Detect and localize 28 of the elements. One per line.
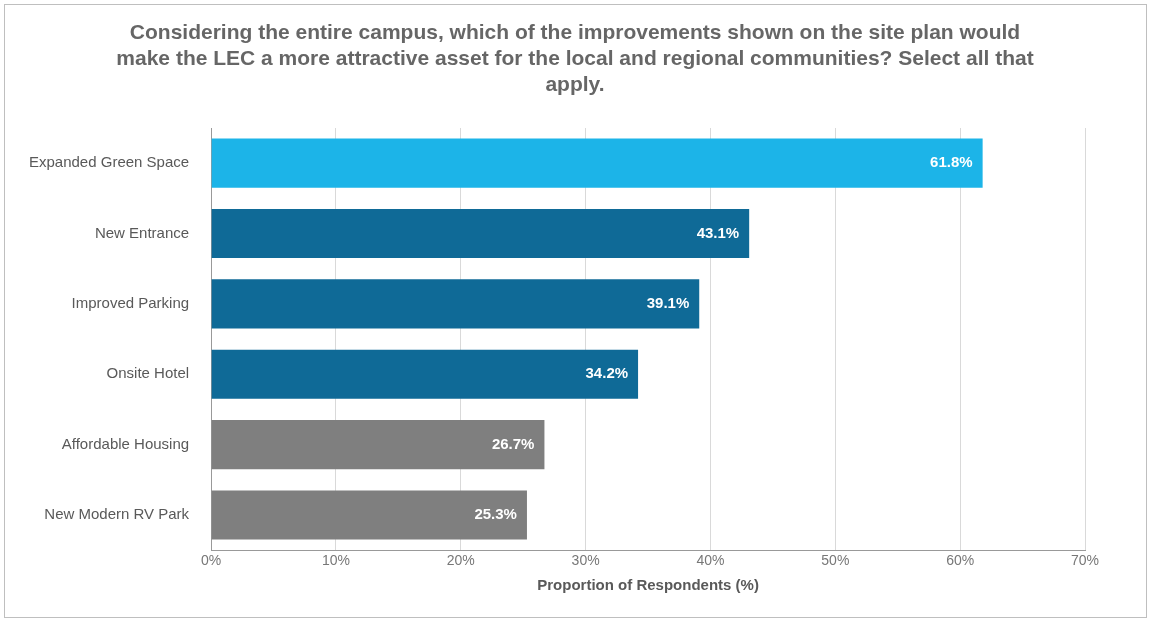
x-tick-label: 50% <box>821 552 850 569</box>
bar <box>211 349 639 399</box>
bar <box>211 279 700 329</box>
y-tick-label: New Modern RV Park <box>44 505 190 523</box>
chart-title: Considering the entire campus, which of the improvements shown on the site plan would make the LEC a more attractive asset for the local and regional communities? Select all that apply. <box>115 19 1035 97</box>
bar <box>211 138 983 188</box>
y-tick-label: Improved Parking <box>71 294 190 312</box>
y-tick-label: Onsite Hotel <box>106 364 190 382</box>
y-tick-label: Expanded Green Space <box>28 153 190 171</box>
data-label: 26.7% <box>491 434 535 452</box>
data-label: 43.1% <box>696 223 740 241</box>
x-tick-label: 10% <box>321 552 350 569</box>
x-tick-label: 70% <box>1070 552 1100 569</box>
bar <box>211 420 545 470</box>
y-tick-label: New Entrance <box>94 223 190 241</box>
x-tick-label: 20% <box>446 552 475 569</box>
data-label: 25.3% <box>474 505 517 523</box>
x-axis-title: Proportion of Respondents (%) <box>537 576 759 594</box>
x-tick-label: 30% <box>571 552 600 569</box>
data-label: 39.1% <box>646 294 690 312</box>
bar <box>211 208 750 259</box>
data-label: 34.2% <box>585 364 629 382</box>
x-tick-label: 60% <box>946 552 975 569</box>
x-tick-label: 40% <box>696 552 725 569</box>
bar <box>211 490 527 540</box>
data-label: 61.8% <box>930 153 973 171</box>
y-tick-label: Affordable Housing <box>61 434 190 452</box>
x-tick-label: 0% <box>201 552 222 569</box>
